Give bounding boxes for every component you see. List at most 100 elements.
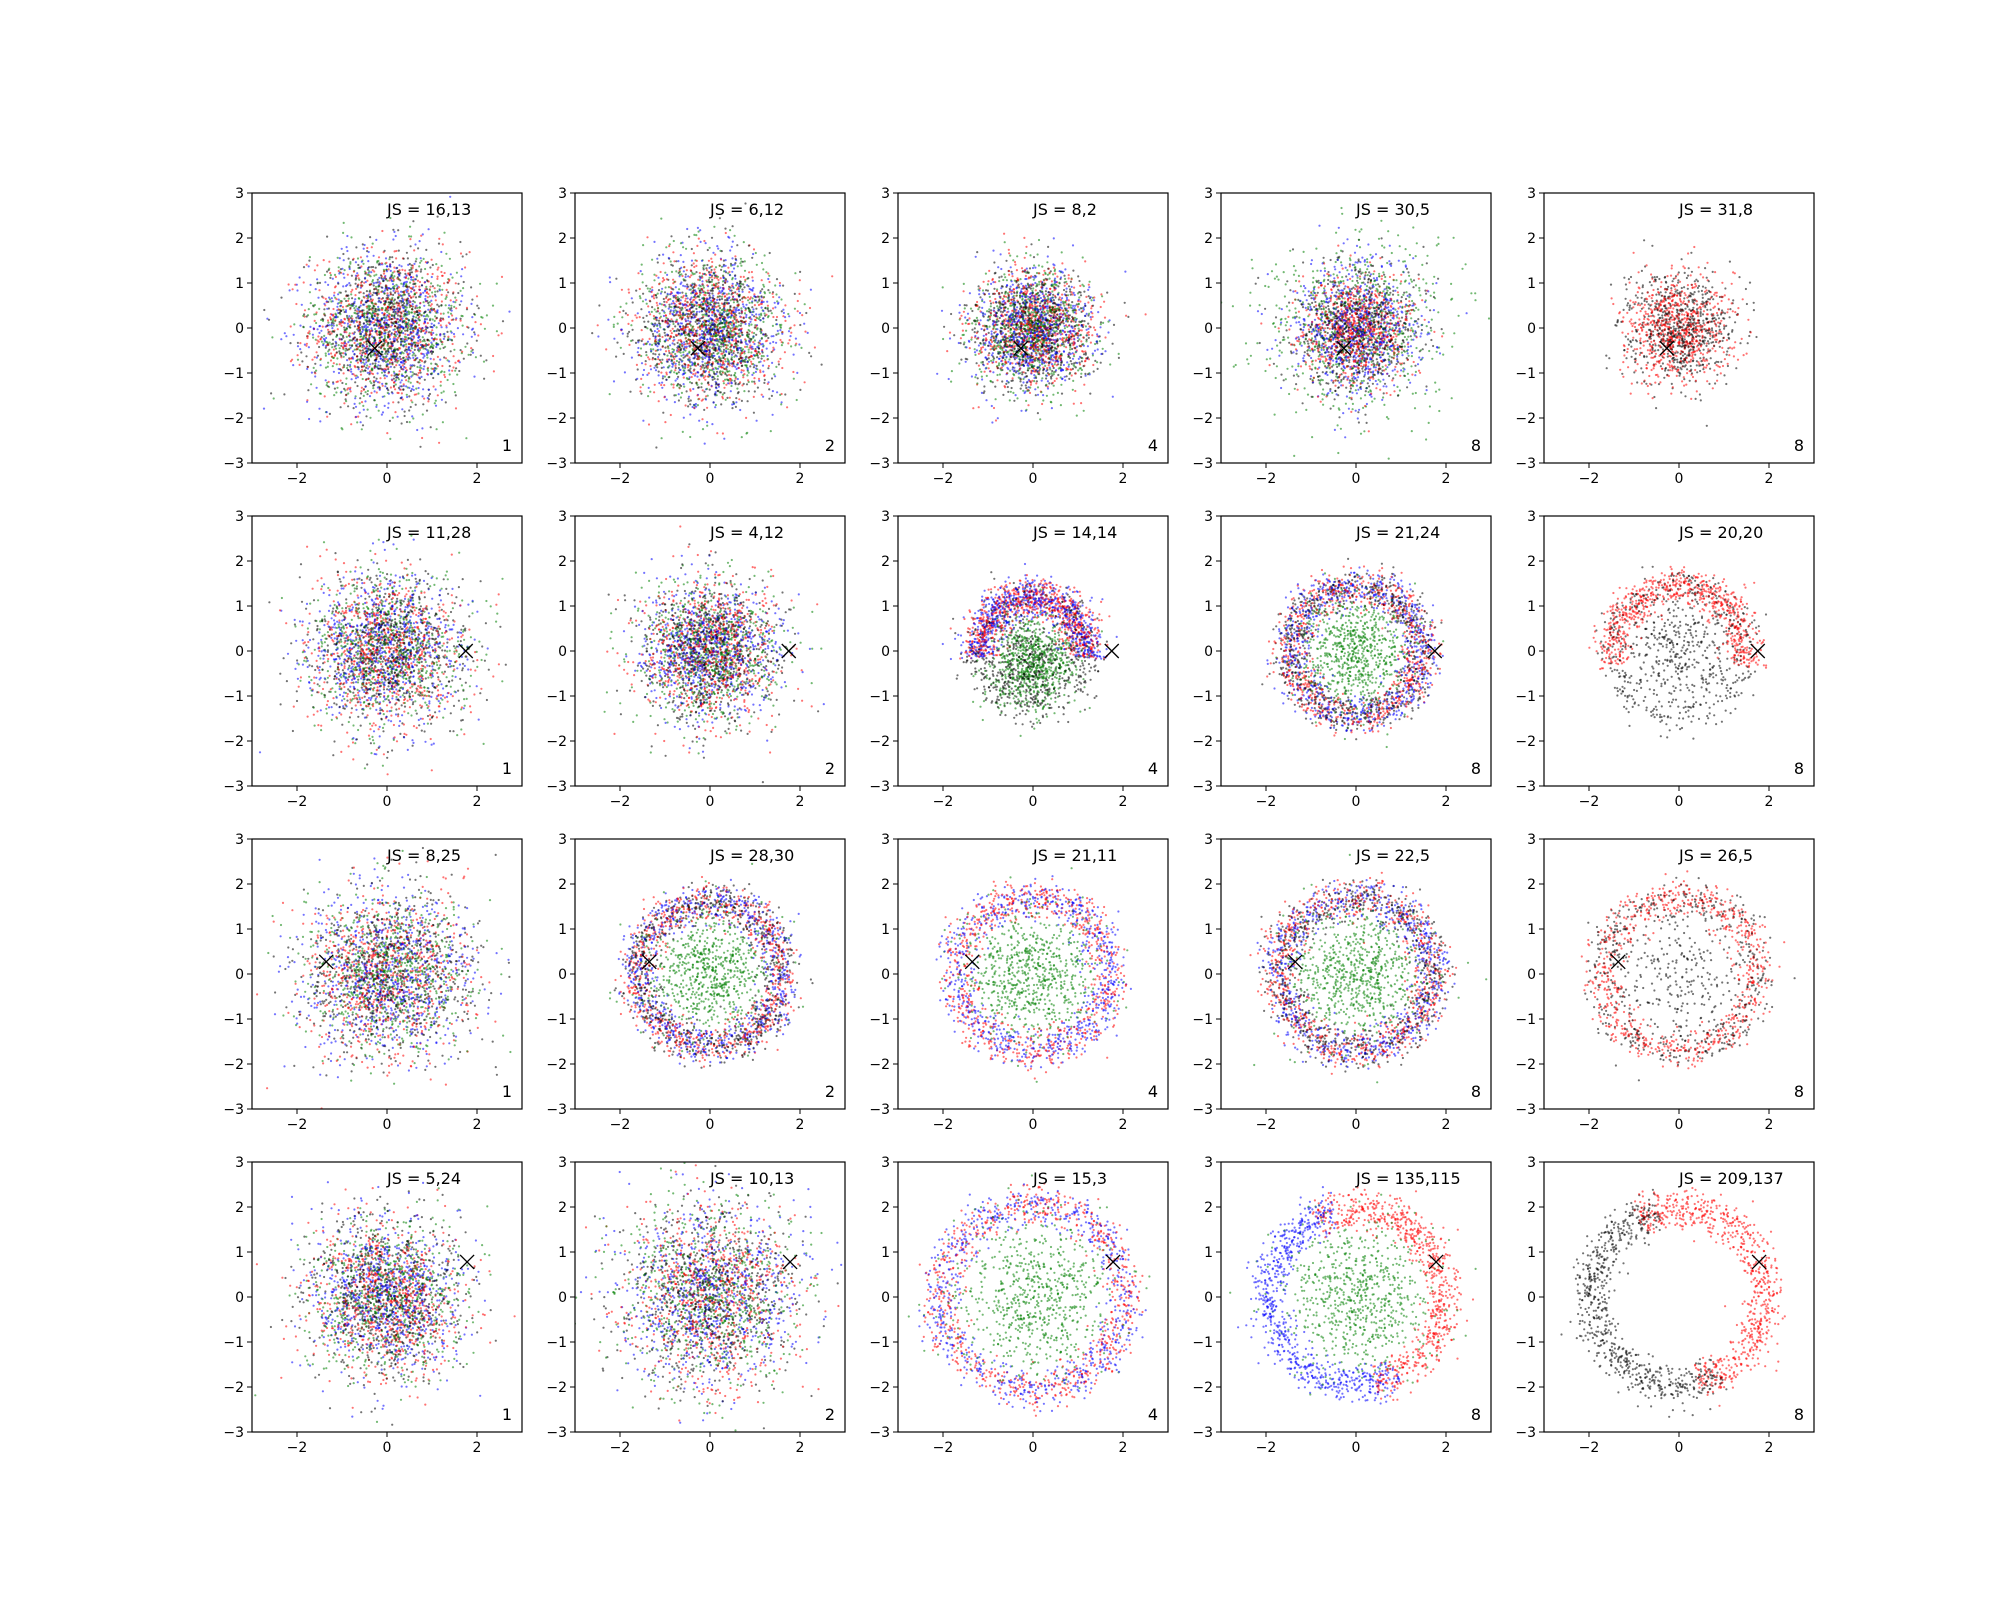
scatter-point <box>365 333 368 336</box>
scatter-point <box>697 386 701 389</box>
scatter-point <box>352 407 355 410</box>
scatter-point <box>375 341 378 344</box>
scatter-point <box>648 358 651 361</box>
scatter-point <box>402 332 405 335</box>
scatter-point <box>443 231 446 234</box>
scatter-point <box>730 293 733 296</box>
scatter-point <box>679 328 683 331</box>
scatter-point <box>762 355 765 358</box>
scatter-point <box>296 354 299 357</box>
scatter-point <box>373 274 376 277</box>
scatter-point <box>792 370 795 374</box>
scatter-point <box>672 322 675 326</box>
scatter-point <box>717 302 720 305</box>
scatter-point <box>375 323 378 326</box>
scatter-point <box>699 305 703 308</box>
scatter-point <box>729 306 732 309</box>
scatter-point <box>343 330 346 333</box>
scatter-point <box>742 275 745 278</box>
scatter-point <box>406 395 409 399</box>
scatter-point <box>389 308 392 311</box>
scatter-point <box>722 356 725 360</box>
scatter-point <box>373 381 376 384</box>
scatter-point <box>735 318 739 321</box>
scatter-point <box>346 304 349 308</box>
scatter-point <box>790 345 793 348</box>
scatter-point <box>767 367 770 370</box>
scatter-point <box>714 406 717 409</box>
scatter-point <box>371 298 374 301</box>
scatter-point <box>387 368 390 371</box>
scatter-point <box>739 286 742 289</box>
scatter-point <box>391 317 394 320</box>
scatter-point <box>723 353 727 356</box>
scatter-point <box>402 285 405 288</box>
scatter-point <box>368 365 371 368</box>
scatter-point <box>357 283 360 286</box>
scatter-point <box>410 339 413 342</box>
scatter-point <box>406 329 409 332</box>
scatter-point <box>348 318 351 321</box>
scatter-point <box>798 279 801 282</box>
scatter-point <box>721 283 725 286</box>
scatter-point <box>381 359 384 362</box>
scatter-point <box>716 389 719 393</box>
scatter-point <box>711 423 714 426</box>
scatter-point <box>672 348 676 352</box>
scatter-point <box>677 371 680 374</box>
scatter-point <box>356 310 359 313</box>
scatter-point <box>405 379 408 382</box>
scatter-point <box>392 276 395 280</box>
scatter-point <box>415 274 418 277</box>
scatter-point <box>421 436 424 440</box>
scatter-point <box>470 286 473 289</box>
scatter-point <box>711 278 714 281</box>
scatter-point <box>794 337 798 340</box>
scatter-point <box>699 240 702 243</box>
scatter-point <box>758 379 761 382</box>
scatter-point <box>693 265 696 269</box>
scatter-point <box>757 303 761 307</box>
scatter-point <box>371 269 374 272</box>
scatter-point <box>645 314 648 317</box>
scatter-point <box>672 383 675 386</box>
scatter-point <box>452 300 455 303</box>
scatter-point <box>691 405 694 409</box>
scatter-point <box>459 240 462 244</box>
scatter-point <box>353 364 356 368</box>
scatter-point <box>423 378 426 381</box>
scatter-point <box>404 272 407 275</box>
scatter-point <box>387 315 390 318</box>
scatter-point <box>334 275 337 278</box>
scatter-point <box>347 299 350 302</box>
scatter-point <box>421 276 424 279</box>
scatter-point <box>430 322 433 325</box>
scatter-point <box>350 293 353 296</box>
scatter-point <box>737 358 741 361</box>
scatter-point <box>718 295 721 298</box>
scatter-point <box>732 352 735 355</box>
scatter-point <box>316 282 319 285</box>
scatter-point <box>349 361 352 364</box>
scatter-point <box>413 262 416 265</box>
scatter-point <box>742 374 745 377</box>
scatter-point <box>422 388 425 391</box>
scatter-point <box>715 321 718 324</box>
scatter-point <box>670 290 673 294</box>
scatter-point <box>421 344 424 347</box>
scatter-point <box>407 325 410 328</box>
scatter-point <box>771 390 775 393</box>
scatter-point <box>393 372 396 375</box>
scatter-point <box>390 318 393 321</box>
scatter-point <box>646 373 649 376</box>
scatter-point <box>715 381 718 385</box>
scatter-point <box>671 351 674 354</box>
scatter-point <box>316 342 319 345</box>
scatter-point <box>450 338 453 341</box>
scatter-point <box>758 313 761 316</box>
scatter-point <box>689 389 692 392</box>
scatter-point <box>396 361 399 364</box>
scatter-point <box>728 364 731 367</box>
scatter-point <box>703 272 706 275</box>
y-tick-label: 2 <box>235 231 244 247</box>
